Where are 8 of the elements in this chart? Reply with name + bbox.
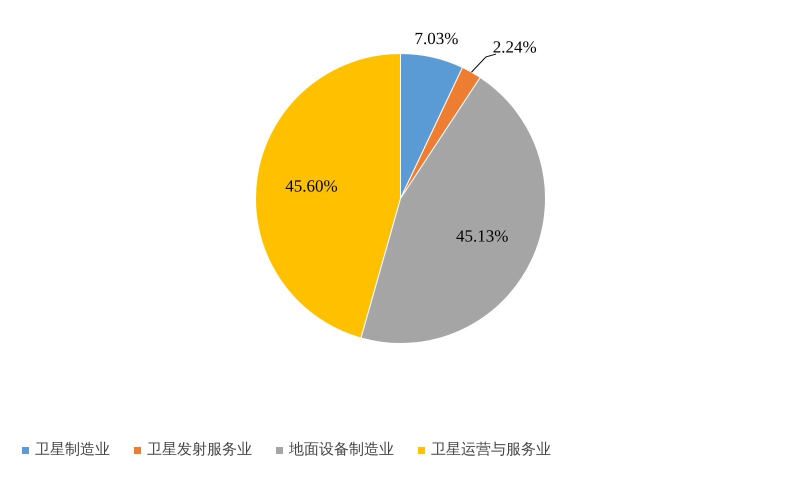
data-label: 2.24% [492,37,537,56]
data-label: 7.03% [414,29,458,48]
legend-label: 卫星运营与服务业 [431,440,551,459]
legend-label: 卫星制造业 [35,440,110,459]
legend-label: 地面设备制造业 [289,440,394,459]
data-label: 45.60% [285,176,338,196]
legend-label: 卫星发射服务业 [147,440,252,459]
data-label: 45.13% [456,226,508,246]
